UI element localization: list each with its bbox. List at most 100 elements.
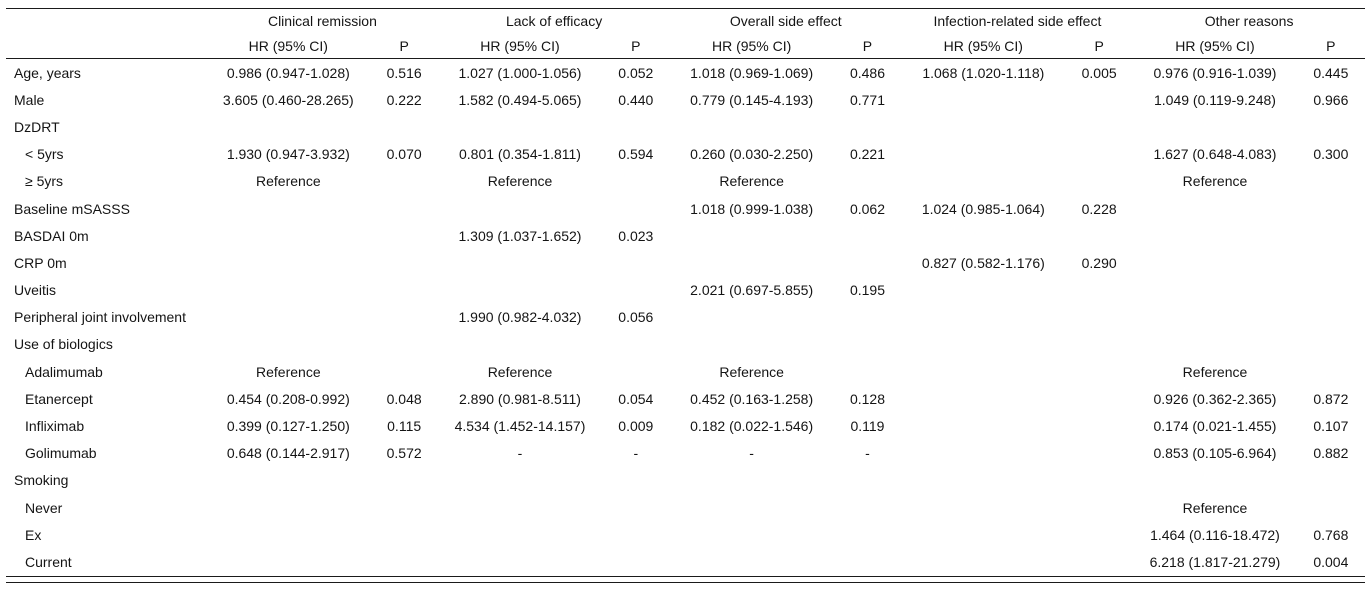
table-row: ≥ 5yrs Reference Reference Reference Referen… bbox=[6, 168, 1365, 195]
row-label: DzDRT bbox=[14, 118, 60, 135]
table-row: Golimumab 0.648 (0.144-2.917) 0.572 - - - - 0.8… bbox=[6, 440, 1365, 467]
p-value bbox=[602, 467, 670, 494]
p-value: 0.290 bbox=[1081, 254, 1117, 271]
hr-value: Reference bbox=[1182, 363, 1248, 380]
hr-value: - bbox=[517, 445, 523, 462]
p-value bbox=[370, 222, 438, 249]
hr-value bbox=[207, 304, 370, 331]
hr-value: 0.976 (0.916-1.039) bbox=[1153, 64, 1277, 81]
p-value: 0.768 bbox=[1313, 526, 1349, 543]
p-value: 0.966 bbox=[1313, 91, 1349, 108]
p-value: 0.195 bbox=[849, 282, 885, 299]
hr-value bbox=[670, 494, 833, 521]
p-value bbox=[370, 358, 438, 385]
subheader-row: HR (95% CI) P HR (95% CI) P HR (95% CI) … bbox=[6, 33, 1365, 59]
hr-value bbox=[670, 521, 833, 548]
p-value: - bbox=[633, 445, 639, 462]
hr-value: 0.260 (0.030-2.250) bbox=[690, 146, 814, 163]
hr-value: 1.464 (0.116-18.472) bbox=[1150, 526, 1280, 543]
hr-value bbox=[902, 358, 1065, 385]
p-value bbox=[602, 494, 670, 521]
table-row: Infliximab 0.399 (0.127-1.250) 0.115 4.534 … bbox=[6, 412, 1365, 439]
hr-value: 1.582 (0.494-5.065) bbox=[458, 91, 582, 108]
p-value bbox=[833, 249, 901, 276]
p-value bbox=[1297, 358, 1365, 385]
hr-value: 0.399 (0.127-1.250) bbox=[226, 418, 350, 435]
p-value bbox=[601, 548, 670, 577]
p-value bbox=[602, 331, 670, 358]
hr-value: 0.182 (0.022-1.546) bbox=[690, 418, 814, 435]
p-header: P bbox=[601, 33, 670, 59]
table-row: < 5yrs 1.930 (0.947-3.932) 0.070 0.801 (0.3… bbox=[6, 141, 1365, 168]
row-label: Never bbox=[25, 499, 63, 516]
table-row: Uveitis 2.021 (0.697-5.855) 0.195 bbox=[6, 277, 1365, 304]
table-row: Age, years 0.986 (0.947-1.028) 0.516 1.027 … bbox=[6, 59, 1365, 87]
hr-value bbox=[438, 113, 601, 140]
hr-value bbox=[902, 467, 1065, 494]
p-value bbox=[602, 249, 670, 276]
p-value bbox=[833, 113, 901, 140]
hr-value: 1.024 (0.985-1.064) bbox=[921, 200, 1045, 217]
hr-value bbox=[670, 304, 833, 331]
p-value bbox=[1065, 521, 1133, 548]
p-value bbox=[1065, 277, 1133, 304]
row-label: Use of biologics bbox=[14, 336, 113, 353]
hr-value bbox=[670, 331, 833, 358]
hr-value bbox=[1133, 195, 1296, 222]
hr-value bbox=[902, 521, 1065, 548]
p-value bbox=[370, 195, 438, 222]
hr-value bbox=[207, 222, 370, 249]
p-value: 0.516 bbox=[386, 64, 422, 81]
row-label: Smoking bbox=[14, 472, 69, 489]
hr-value: 2.021 (0.697-5.855) bbox=[690, 282, 814, 299]
p-value bbox=[1065, 440, 1133, 467]
group-header-lack-of-efficacy: Lack of efficacy bbox=[438, 8, 670, 33]
hr-value: 0.853 (0.105-6.964) bbox=[1153, 445, 1277, 462]
p-value: 0.107 bbox=[1313, 418, 1349, 435]
p-value: 0.115 bbox=[387, 418, 422, 435]
hr-value bbox=[438, 521, 601, 548]
p-value bbox=[1065, 412, 1133, 439]
p-value bbox=[833, 521, 901, 548]
hr-value: 1.990 (0.982-4.032) bbox=[458, 309, 582, 326]
p-value: 0.128 bbox=[849, 390, 885, 407]
hr-value: 3.605 (0.460-28.265) bbox=[222, 91, 354, 108]
hr-value bbox=[670, 467, 833, 494]
p-value bbox=[833, 331, 901, 358]
table-header: Clinical remission Lack of efficacy Over… bbox=[6, 8, 1365, 59]
hr-value: 2.890 (0.981-8.511) bbox=[459, 390, 581, 407]
row-label: ≥ 5yrs bbox=[25, 173, 64, 190]
hr-value: Reference bbox=[487, 173, 553, 190]
p-value bbox=[1297, 222, 1365, 249]
p-value bbox=[1065, 494, 1133, 521]
table-row: Baseline mSASSS 1.018 (0.999-1.038) 0.062 1… bbox=[6, 195, 1365, 222]
row-label: Baseline mSASSS bbox=[14, 200, 130, 217]
p-value bbox=[1065, 467, 1133, 494]
p-value: 0.872 bbox=[1313, 390, 1349, 407]
hr-value bbox=[669, 548, 834, 577]
p-value bbox=[1065, 113, 1133, 140]
p-value: 0.004 bbox=[1296, 548, 1365, 577]
hr-value bbox=[1133, 222, 1296, 249]
hr-value bbox=[670, 249, 833, 276]
p-value bbox=[1065, 385, 1133, 412]
p-value bbox=[1297, 277, 1365, 304]
hr-value bbox=[1133, 304, 1296, 331]
table-row: Adalimumab Reference Reference Reference Ref… bbox=[6, 358, 1365, 385]
hr-value bbox=[902, 412, 1065, 439]
hr-value: 0.926 (0.362-2.365) bbox=[1153, 390, 1277, 407]
hr-value bbox=[1133, 249, 1296, 276]
p-value bbox=[602, 521, 670, 548]
hr-value: 6.218 (1.817-21.279) bbox=[1133, 548, 1297, 577]
hr-ci-header: HR (95% CI) bbox=[901, 33, 1066, 59]
p-value: 0.222 bbox=[386, 91, 422, 108]
p-value: 0.056 bbox=[618, 309, 654, 326]
p-value: 0.440 bbox=[618, 91, 654, 108]
hr-value: 0.827 (0.582-1.176) bbox=[921, 254, 1045, 271]
row-label: Adalimumab bbox=[25, 363, 103, 380]
row-label: CRP 0m bbox=[14, 254, 67, 271]
hr-value bbox=[207, 494, 370, 521]
row-label: Male bbox=[14, 91, 45, 108]
group-header-clinical-remission: Clinical remission bbox=[206, 8, 439, 33]
hr-ci-header: HR (95% CI) bbox=[1133, 33, 1297, 59]
